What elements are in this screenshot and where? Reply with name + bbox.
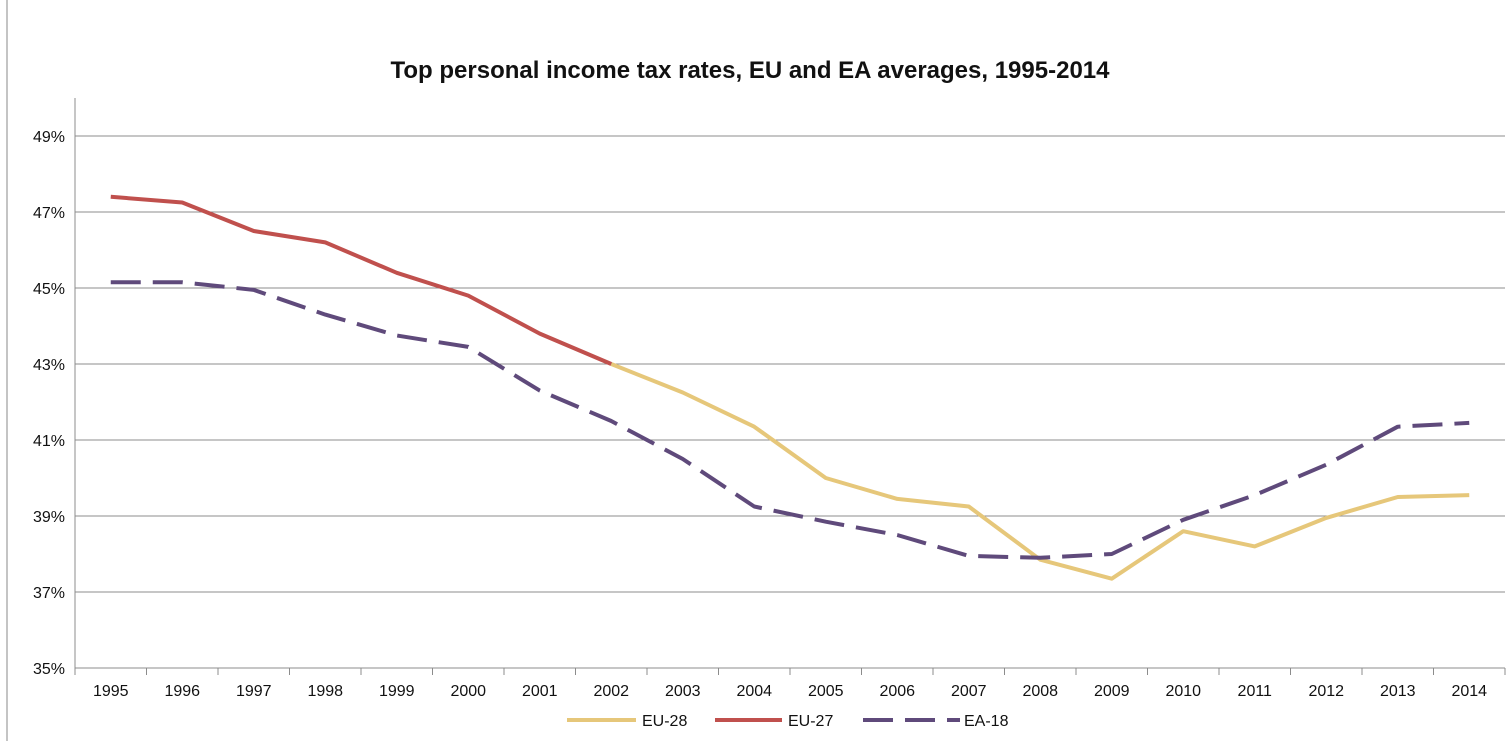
x-tick-label: 2010 [1165,683,1201,700]
y-tick-label: 47% [33,205,65,222]
y-axis-ticks: 35% 37% 39% 41% 43% 45% 47% 49% [33,129,65,678]
legend-label-ea-18: EA-18 [964,713,1009,730]
x-tick-label: 1998 [307,683,343,700]
series-line-eu-27 [110,194,613,366]
x-tick-label: 2002 [593,683,629,700]
x-tick-label: 2013 [1380,683,1416,700]
axes [74,98,1506,675]
series-line-ea-18 [110,280,1470,560]
x-tick-label: 2007 [951,683,987,700]
x-tick-label: 2009 [1094,683,1130,700]
legend-label-eu-27: EU-27 [788,713,833,730]
x-tick-label: 1999 [379,683,415,700]
x-tick-label: 2003 [665,683,701,700]
y-tick-label: 35% [33,661,65,678]
x-tick-label: 1995 [93,683,129,700]
y-tick-label: 45% [33,281,65,298]
x-tick-label: 2011 [1238,683,1273,700]
x-tick-label: 2006 [879,683,915,700]
y-tick-label: 49% [33,129,65,146]
y-tick-label: 39% [33,509,65,526]
y-tick-label: 41% [33,433,65,450]
x-tick-label: 1997 [236,683,272,700]
x-tick-label: 2004 [736,683,772,700]
x-tick-label: 2005 [808,683,844,700]
x-axis-ticks: 1995 1996 1997 1998 1999 2000 2001 2002 2003 2004… [93,683,1487,700]
series-lines [110,194,1470,581]
x-tick-label: 2014 [1451,683,1487,700]
x-tick-label: 2012 [1308,683,1344,700]
x-tick-label: 2001 [522,683,558,700]
chart-title: Top personal income tax rates, EU and EA… [391,57,1111,84]
x-tick-label: 2000 [450,683,486,700]
y-tick-label: 43% [33,357,65,374]
legend-label-eu-28: EU-28 [642,713,687,730]
x-tick-label: 2008 [1022,683,1058,700]
x-tick-label: 1996 [164,683,200,700]
y-tick-label: 37% [33,585,65,602]
legend: EU-28 EU-27 EA-18 [567,713,1009,730]
